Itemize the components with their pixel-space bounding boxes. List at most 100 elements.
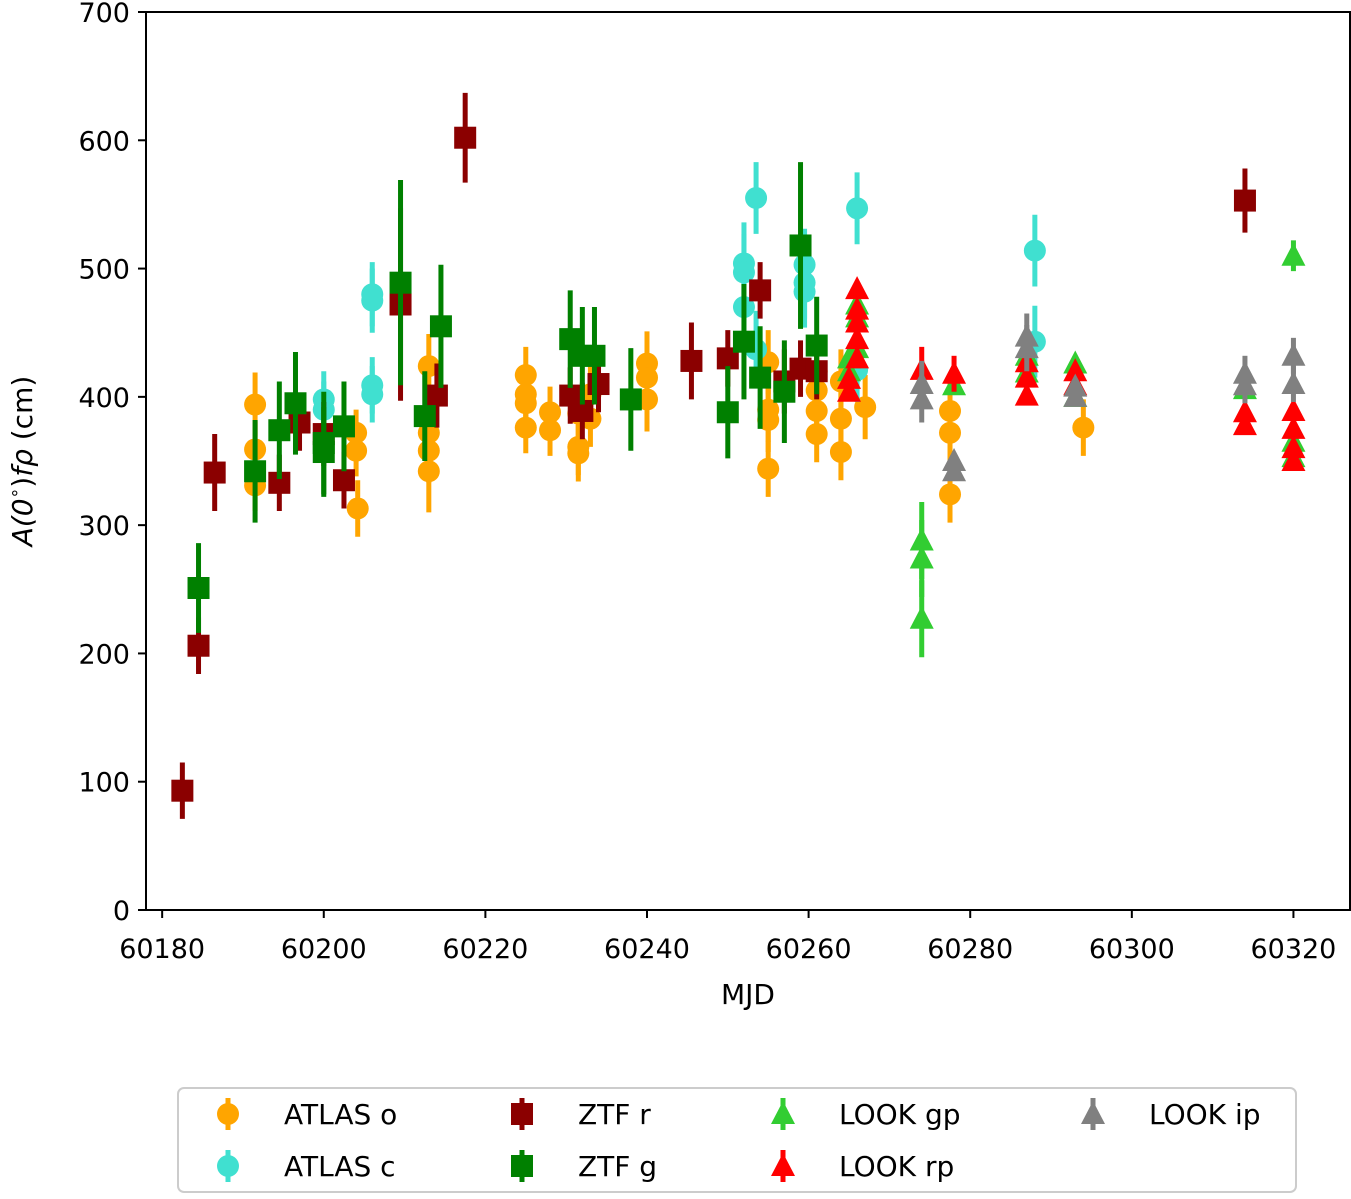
series-look-gp: [837, 240, 1306, 658]
data-point: [1281, 397, 1306, 421]
data-point: [1014, 335, 1039, 359]
data-point: [268, 471, 291, 494]
data-point: [332, 415, 355, 438]
data-point: [837, 365, 862, 389]
legend-marker: [217, 1103, 239, 1125]
data-point: [845, 309, 870, 333]
data-point: [939, 421, 962, 444]
data-point: [345, 439, 368, 462]
data-point: [429, 315, 452, 338]
data-point: [805, 423, 828, 446]
data-point: [845, 296, 870, 320]
y-axis-label-suffix: ): [6, 477, 39, 488]
plot-frame: [145, 11, 1351, 911]
x-tick-label: 60260: [766, 934, 852, 965]
data-point: [619, 388, 642, 411]
data-point: [389, 271, 412, 294]
data-point: [346, 497, 369, 520]
data-point: [716, 401, 739, 424]
data-point: [288, 411, 311, 434]
data-point: [413, 405, 436, 428]
data-point: [1281, 448, 1306, 471]
legend: ATLAS o ATLAS c ZTF r ZTF g LOOK gp LOOK rp LO…: [177, 1087, 1297, 1193]
data-point: [773, 380, 796, 403]
x-tick-label: 60300: [1089, 934, 1175, 965]
legend-marker: [771, 1153, 795, 1176]
data-point: [1232, 399, 1257, 423]
x-tick-label: 60320: [1250, 934, 1336, 965]
data-point: [312, 441, 335, 464]
data-point: [909, 605, 934, 629]
legend-marker: [511, 1155, 533, 1177]
data-point: [757, 457, 780, 480]
legend-marker: [1081, 1101, 1105, 1124]
data-point: [749, 366, 772, 389]
x-tick-label: 60280: [927, 934, 1013, 965]
legend-item: LOOK ip: [1081, 1098, 1261, 1131]
data-point: [1281, 342, 1306, 366]
data-point: [559, 328, 582, 351]
data-point: [1023, 239, 1046, 262]
legend-label: LOOK ip: [1149, 1098, 1261, 1131]
y-tick-label: 300: [78, 511, 130, 542]
data-point: [1232, 412, 1257, 436]
data-point: [1281, 371, 1306, 395]
series-look-ip: [909, 313, 1306, 482]
data-point: [942, 360, 967, 384]
legend-item: LOOK rp: [771, 1150, 954, 1183]
data-point: [845, 345, 870, 369]
data-point: [745, 187, 768, 210]
data-point: [417, 460, 440, 483]
y-tick-label: 200: [78, 639, 130, 670]
data-point: [1233, 189, 1256, 212]
legend-label: LOOK gp: [839, 1098, 961, 1131]
legend-marker: [511, 1103, 533, 1125]
y-axis-label-degree: ∘: [5, 488, 25, 499]
data-point: [244, 393, 267, 416]
legend-marker: [771, 1101, 795, 1124]
series-ztf-g: [187, 162, 828, 633]
legend-label: ZTF r: [578, 1098, 651, 1131]
data-point: [732, 330, 755, 353]
y-tick-label: 100: [78, 768, 130, 799]
y-axis-label-italic: fρ: [6, 449, 39, 477]
y-tick-label: 400: [78, 383, 130, 414]
data-point: [749, 279, 772, 302]
data-point: [716, 347, 739, 370]
data-point: [332, 469, 355, 492]
data-point: [757, 408, 780, 431]
legend-label: LOOK rp: [839, 1150, 954, 1183]
y-axis-ticks: 0 100 200 300 400 500 600 700: [78, 0, 146, 927]
x-tick-label: 60220: [442, 934, 528, 965]
data-point: [571, 399, 594, 422]
series-look-rp: [837, 276, 1306, 471]
y-axis-label: A(0∘)fρ (cm): [5, 376, 39, 549]
legend-item: ATLAS o: [217, 1098, 397, 1131]
data-point: [361, 289, 384, 312]
data-point: [587, 373, 610, 396]
x-tick-label: 60180: [119, 934, 205, 965]
data-point: [1063, 383, 1088, 407]
data-point: [909, 386, 934, 410]
data-point: [284, 392, 307, 415]
data-point: [1072, 416, 1095, 439]
data-point: [837, 378, 862, 402]
data-point: [1014, 382, 1039, 406]
data-point: [789, 234, 812, 257]
legend-item: ZTF g: [511, 1150, 657, 1183]
data-point: [793, 280, 816, 303]
y-tick-label: 600: [78, 126, 130, 157]
y-axis-label-prefix: A(0: [6, 498, 39, 548]
x-axis-label: MJD: [721, 978, 775, 1011]
data-point: [361, 383, 384, 406]
data-point: [187, 577, 210, 600]
data-point: [514, 416, 537, 439]
data-point: [845, 276, 870, 300]
legend-item: LOOK gp: [771, 1098, 961, 1131]
data-point: [680, 349, 703, 372]
plot-marks: [171, 92, 1306, 819]
legend-frame: [177, 1087, 1297, 1193]
data-point: [829, 407, 852, 430]
y-tick-label: 500: [78, 255, 130, 286]
